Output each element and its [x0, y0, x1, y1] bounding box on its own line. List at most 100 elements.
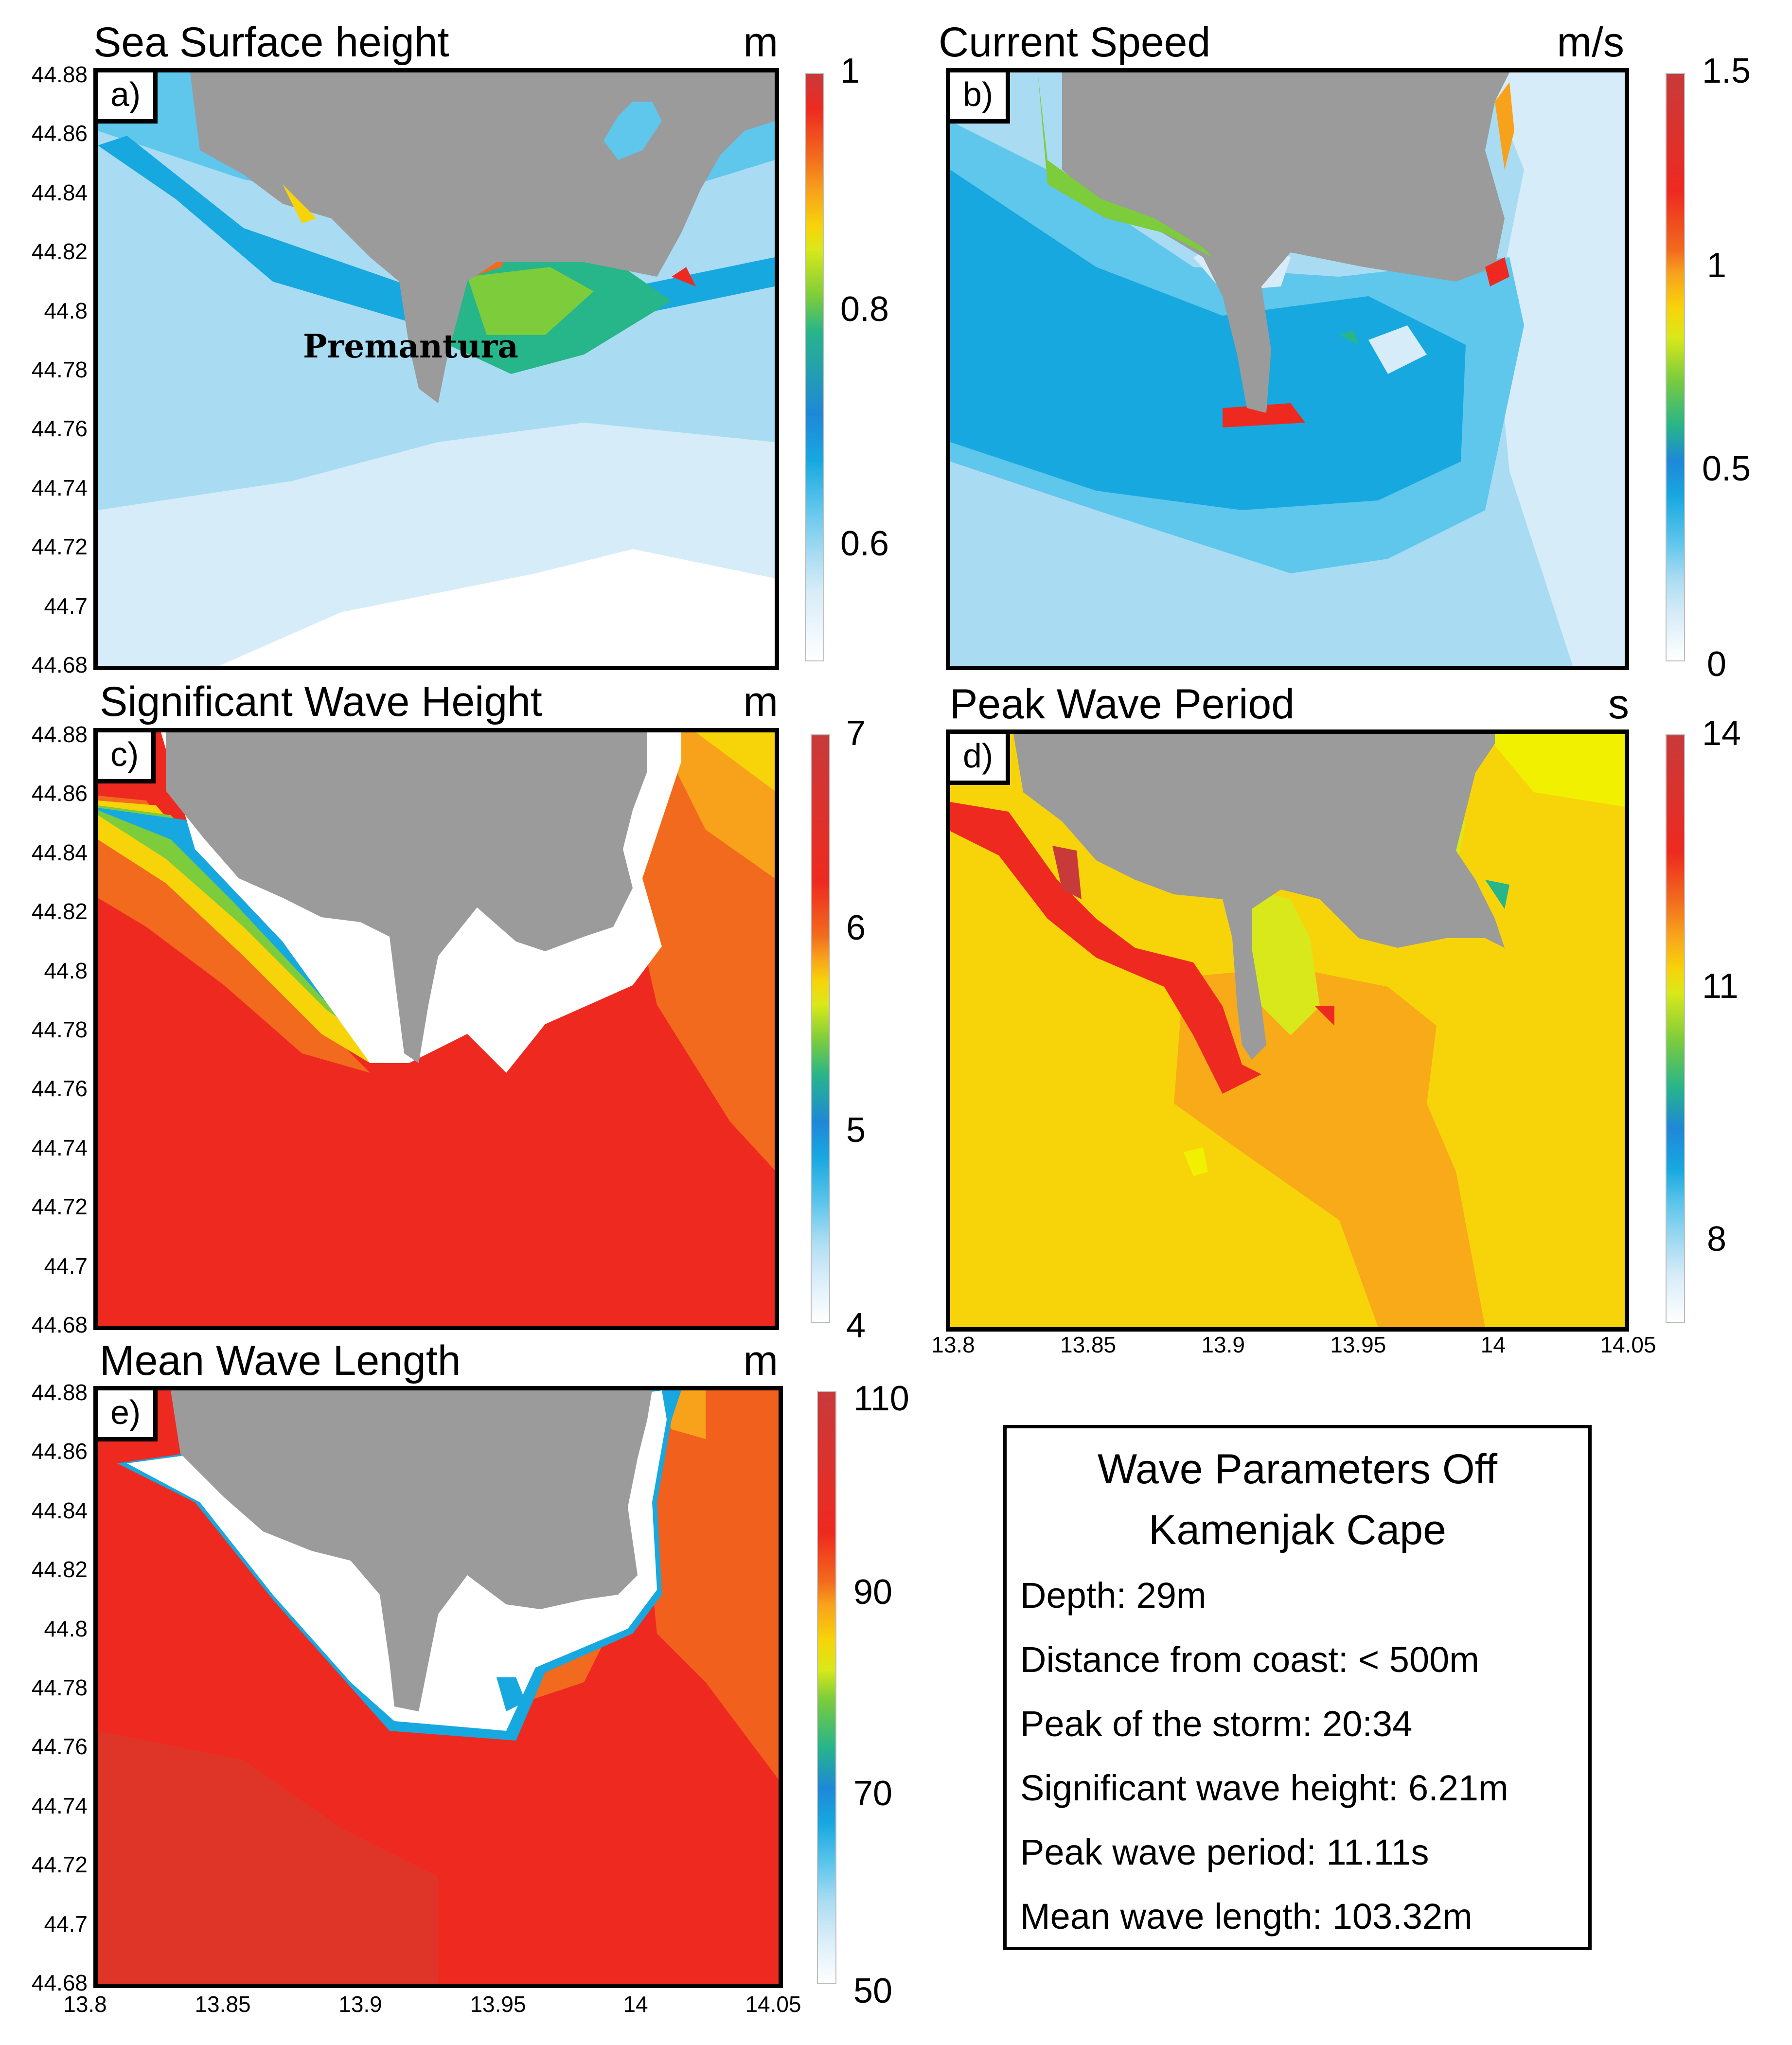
lat-tick-label: 44.7 [44, 1253, 88, 1279]
panel-a-unit: m [743, 19, 778, 66]
panel-b-unit: m/s [1557, 19, 1624, 66]
panel-c-title: Significant Wave Height [100, 678, 542, 725]
panel-e-cbar-tick: 50 [853, 1972, 893, 2010]
panel-c-unit: m [743, 678, 778, 725]
lon-tick-label: 13.8 [931, 1332, 975, 1357]
lat-tick-label: 44.8 [44, 958, 88, 983]
info-title-line2: Kamenjak Cape [1149, 1506, 1446, 1553]
lat-tick-label: 44.68 [31, 652, 88, 677]
lat-tick-label: 44.76 [31, 1076, 88, 1102]
panel-d-unit: s [1608, 681, 1629, 728]
panel-a-colorbar [805, 73, 824, 661]
panel-d-title: Peak Wave Period [950, 681, 1295, 728]
lat-tick-label: 44.82 [31, 239, 88, 265]
lat-tick-label: 44.78 [31, 1017, 88, 1042]
panel-c-label: c) [98, 732, 156, 783]
panel-c-map: c) [93, 728, 779, 1330]
panel-b-colorbar [1666, 73, 1685, 661]
lat-tick-label: 44.7 [44, 593, 88, 619]
panel-a-cbar-tick: 1 [840, 52, 860, 90]
panel-e-field [98, 1390, 779, 1984]
panel-a-cbar-tick: 0.6 [840, 524, 889, 563]
land-mass [98, 732, 647, 1063]
panel-c-cbar-tick: 7 [846, 714, 866, 753]
info-peak-storm: Peak of the storm: 20:34 [1020, 1704, 1413, 1744]
panel-e-unit: m [743, 1337, 778, 1384]
lat-tick-label: 44.78 [31, 357, 88, 382]
panel-a-cbar-tick: 0.8 [840, 290, 889, 329]
panel-e-cbar-tick: 110 [853, 1379, 909, 1418]
lat-tick-label: 44.8 [44, 298, 88, 323]
panel-d-cbar-tick: 8 [1707, 1220, 1727, 1259]
lat-tick-label: 44.84 [31, 839, 88, 865]
panel-b-field [950, 72, 1625, 666]
panel-c-colorbar [811, 734, 830, 1323]
panel-e-title: Mean Wave Length [100, 1337, 461, 1384]
panel-e-colorbar [817, 1391, 836, 1984]
panel-a-map: a) Premantura [93, 68, 779, 670]
panel-c-cbar-tick: 6 [846, 908, 866, 947]
lat-tick-label: 44.88 [31, 1380, 88, 1405]
lat-tick-label: 44.8 [44, 1616, 88, 1641]
lon-tick-label: 13.85 [195, 1992, 251, 2017]
panel-a-title: Sea Surface height [93, 19, 449, 66]
lon-tick-label: 14 [1480, 1332, 1506, 1357]
panel-e-label: e) [98, 1390, 158, 1441]
panel-e-map: e) [93, 1386, 783, 1988]
panel-d-field [950, 734, 1625, 1327]
info-mean-wave-length: Mean wave length: 103.32m [1020, 1896, 1473, 1937]
panel-a-field [98, 72, 775, 666]
lat-tick-label: 44.86 [31, 121, 88, 146]
panel-d-colorbar [1666, 734, 1685, 1323]
lon-tick-label: 13.9 [338, 1992, 382, 2017]
panel-b-cbar-tick: 1 [1707, 246, 1727, 285]
lon-tick-label: 13.95 [1330, 1332, 1386, 1357]
lat-tick-label: 44.72 [31, 1852, 88, 1878]
panel-b-cbar-tick: 1.5 [1702, 52, 1751, 90]
lat-tick-label: 44.7 [44, 1911, 88, 1937]
lat-tick-label: 44.76 [31, 1734, 88, 1760]
panel-c-field [98, 732, 775, 1326]
lat-tick-label: 44.84 [31, 1497, 88, 1523]
info-title-line1: Wave Parameters Off [1097, 1446, 1498, 1493]
lon-tick-label: 13.9 [1201, 1332, 1245, 1357]
land-mass [98, 72, 775, 403]
lon-tick-label: 13.95 [470, 1992, 526, 2017]
lon-tick-label: 14 [623, 1992, 648, 2017]
panel-b-label: b) [950, 72, 1011, 124]
lat-tick-label: 44.76 [31, 416, 88, 442]
panel-b-cbar-tick: 0 [1707, 645, 1727, 684]
panel-c-cbar-tick: 5 [846, 1111, 866, 1150]
lat-tick-label: 44.86 [31, 781, 88, 806]
panel-b-title: Current Speed [939, 19, 1211, 66]
lat-tick-label: 44.74 [31, 475, 88, 500]
lat-tick-label: 44.82 [31, 1557, 88, 1583]
lat-tick-label: 44.88 [31, 722, 88, 747]
panel-d-map: d) [946, 729, 1629, 1332]
panel-d-label: d) [950, 734, 1011, 785]
panel-e-cbar-tick: 90 [853, 1573, 893, 1612]
lat-tick-label: 44.78 [31, 1675, 88, 1700]
panel-c-cbar-tick: 4 [846, 1306, 866, 1345]
land-mass [98, 1390, 652, 1711]
lon-tick-label: 14.05 [1600, 1332, 1656, 1357]
info-depth: Depth: 29m [1020, 1575, 1206, 1616]
lat-tick-label: 44.74 [31, 1793, 88, 1818]
land-mass [950, 734, 1505, 1060]
panel-d-cbar-tick: 11 [1702, 967, 1739, 1006]
premantura-label: Premantura [303, 327, 518, 365]
panel-a-label: a) [98, 72, 158, 124]
lat-tick-label: 44.82 [31, 899, 88, 925]
panel-e-cbar-tick: 70 [853, 1774, 893, 1813]
panel-d-cbar-tick: 14 [1702, 714, 1741, 753]
lat-tick-label: 44.68 [31, 1312, 88, 1337]
panel-b-cbar-tick: 0.5 [1702, 449, 1751, 488]
info-sig-wave-height: Significant wave height: 6.21m [1020, 1768, 1508, 1809]
lon-tick-label: 13.85 [1060, 1332, 1117, 1357]
lon-tick-label: 13.8 [63, 1992, 107, 2017]
land-mass [950, 72, 1625, 413]
lat-tick-label: 44.84 [31, 179, 88, 205]
lat-tick-label: 44.88 [31, 62, 88, 87]
lat-tick-label: 44.72 [31, 534, 88, 560]
lon-tick-label: 14.05 [745, 1992, 801, 2017]
